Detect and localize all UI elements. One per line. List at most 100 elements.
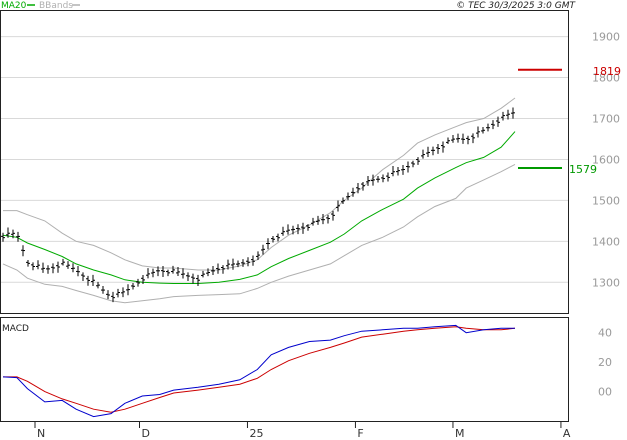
price-bar <box>246 257 250 267</box>
price-bar <box>101 285 105 294</box>
price-bar <box>381 174 385 183</box>
macd-y-tick-label: 20 <box>598 356 612 369</box>
price-bar <box>491 120 495 130</box>
price-bar <box>26 260 30 267</box>
y-tick-label: 1900 <box>592 31 620 44</box>
price-bar <box>311 217 315 226</box>
price-bar <box>261 244 265 255</box>
price-bar <box>506 109 510 120</box>
price-bar <box>341 197 345 205</box>
price-bar <box>231 258 235 270</box>
price-bar <box>16 231 20 242</box>
key-levels: 1819 1579 <box>518 65 621 176</box>
price-bar <box>501 111 505 121</box>
price-bar <box>171 265 175 274</box>
y-tick-label: 1400 <box>592 235 620 248</box>
price-bar <box>251 255 255 266</box>
macd-label: MACD <box>2 324 29 334</box>
macd-panel-frame <box>0 317 569 422</box>
price-bar <box>486 123 490 132</box>
price-bar <box>361 182 365 191</box>
price-bar <box>66 261 70 269</box>
x-axis: N D 25 F M A <box>34 421 571 440</box>
x-tick-label: A <box>563 427 571 440</box>
legend-ma20: MA20 <box>1 1 27 11</box>
price-bar <box>316 215 320 225</box>
price-bar <box>36 260 40 270</box>
price-bar <box>271 235 275 243</box>
price-bar <box>386 172 390 182</box>
price-bar <box>446 137 450 145</box>
resistance-level-label: 1819 <box>593 65 621 78</box>
price-bar <box>351 187 355 197</box>
price-bar <box>451 135 455 143</box>
x-tick-label: N <box>37 427 45 440</box>
price-panel-frame <box>0 10 569 314</box>
price-bar <box>61 258 65 266</box>
price-bar <box>276 233 280 242</box>
price-bar <box>376 175 380 183</box>
price-bar <box>156 266 160 277</box>
price-bar <box>256 251 260 261</box>
price-y-axis: 1900 1800 1700 1600 1500 1400 1300 <box>592 31 620 290</box>
y-tick-label: 1500 <box>592 194 620 207</box>
price-bar <box>136 278 140 287</box>
price-bar <box>426 146 430 157</box>
price-bar <box>321 213 325 225</box>
price-bar <box>6 227 10 238</box>
price-bar <box>466 135 470 145</box>
price-bar <box>401 164 405 175</box>
price-bar <box>221 265 225 274</box>
price-bar <box>326 214 330 224</box>
price-bar <box>81 272 85 281</box>
price-bar <box>191 273 195 284</box>
price-bar <box>76 265 80 277</box>
price-bar <box>366 176 370 186</box>
price-bar <box>181 268 185 279</box>
price-bar <box>106 290 110 300</box>
y-tick-label: 1300 <box>592 276 620 289</box>
price-bar <box>176 267 180 277</box>
x-tick-label: F <box>357 427 363 440</box>
price-bar <box>201 270 205 278</box>
price-bar <box>476 126 480 138</box>
price-bar <box>151 268 155 278</box>
price-bar <box>336 200 340 212</box>
support-level-label: 1579 <box>569 163 597 176</box>
price-bar <box>211 265 215 275</box>
price-bar <box>131 282 135 290</box>
y-tick-label: 1700 <box>592 113 620 126</box>
price-bar <box>301 222 305 234</box>
price-bar <box>236 260 240 268</box>
price-bar <box>166 269 170 277</box>
price-bar <box>281 226 285 236</box>
macd-y-tick-label: 00 <box>598 386 612 399</box>
price-bar <box>456 133 460 143</box>
x-tick-label: 25 <box>249 427 263 440</box>
price-bar <box>411 160 415 168</box>
price-bar <box>441 141 445 153</box>
ma20-line <box>2 131 516 284</box>
price-bar <box>91 274 95 286</box>
price-bar <box>241 259 245 267</box>
bollinger-bands <box>2 97 516 304</box>
price-bar <box>226 259 230 270</box>
price-bar <box>396 166 400 176</box>
price-bar <box>186 272 190 281</box>
price-bar <box>371 174 375 186</box>
price-bar <box>296 224 300 235</box>
price-bar <box>31 262 35 271</box>
price-bar <box>496 116 500 127</box>
price-bar <box>46 265 50 274</box>
price-bar <box>356 183 360 194</box>
price-bar <box>111 291 115 303</box>
price-bar <box>391 166 395 177</box>
price-bar <box>121 287 125 298</box>
price-bar <box>436 144 440 154</box>
price-bar <box>96 281 100 289</box>
price-bar <box>286 224 290 235</box>
price-bar <box>511 107 515 119</box>
copyright-text: © TEC 30/3/2025 3:0 GMT <box>456 1 576 11</box>
price-bar <box>51 263 55 274</box>
